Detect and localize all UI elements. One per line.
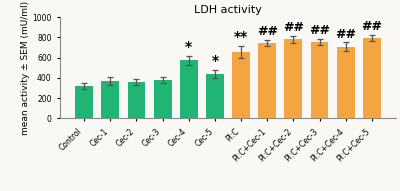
Text: ##: ##: [309, 24, 330, 37]
Title: LDH activity: LDH activity: [194, 5, 262, 15]
Bar: [154, 80, 172, 118]
Text: ##: ##: [283, 21, 304, 34]
Text: ##: ##: [361, 20, 382, 33]
Text: ##: ##: [257, 25, 278, 38]
Text: *: *: [185, 40, 192, 54]
Bar: [284, 40, 302, 118]
Bar: [337, 47, 354, 118]
Bar: [311, 42, 328, 118]
Bar: [75, 86, 93, 118]
Bar: [363, 38, 381, 118]
Bar: [128, 82, 145, 118]
Bar: [102, 81, 119, 118]
Bar: [180, 60, 198, 118]
Bar: [258, 43, 276, 118]
Text: ##: ##: [335, 28, 356, 41]
Bar: [232, 52, 250, 118]
Text: **: **: [234, 30, 248, 44]
Text: *: *: [211, 54, 218, 68]
Bar: [206, 74, 224, 118]
Y-axis label: mean activity ± SEM (mU/ml): mean activity ± SEM (mU/ml): [20, 1, 30, 135]
